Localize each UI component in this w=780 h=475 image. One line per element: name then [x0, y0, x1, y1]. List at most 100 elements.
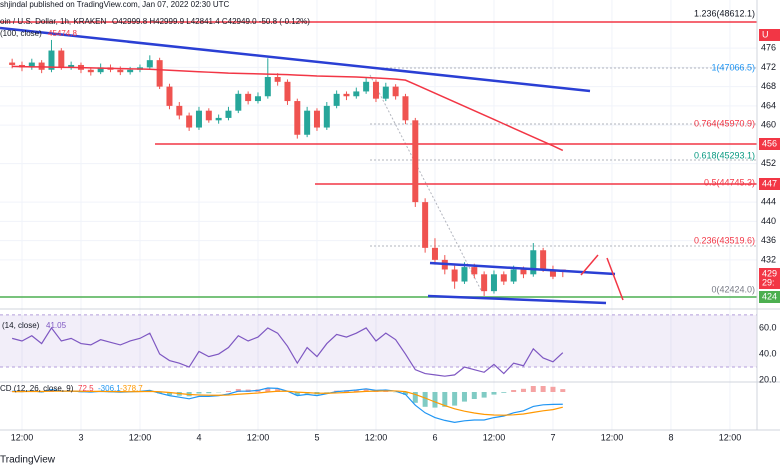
ma-value: 45474.8 — [48, 29, 77, 38]
fib-label: 0.5(44745.3) — [704, 177, 755, 187]
candle-body — [304, 111, 310, 135]
macd-histogram-bar — [482, 392, 487, 398]
x-tick-label: 6 — [432, 432, 437, 442]
x-tick-label: 12:00 — [129, 432, 152, 442]
macd-histogram-bar — [462, 392, 467, 402]
fib-label: 0.236(43519.6) — [694, 235, 755, 245]
macd-hist-value: 72.5 — [78, 384, 94, 393]
candle-body — [373, 82, 379, 99]
candle-body — [432, 248, 438, 260]
y-tick-label: 460 — [761, 120, 776, 130]
candle-body — [501, 274, 507, 281]
rsi-tick-label: 40.0 — [759, 348, 777, 358]
rsi-tick-label: 20.0 — [759, 374, 777, 384]
candle-body — [275, 77, 281, 82]
macd-histogram-bar — [432, 392, 437, 408]
candle-body — [196, 111, 202, 128]
rsi-value: 41.05 — [46, 321, 67, 330]
y-tick-label: 452 — [761, 158, 776, 168]
macd-value: -306.1 — [98, 384, 121, 393]
macd-histogram-bar — [560, 389, 565, 392]
candle-body — [9, 63, 15, 65]
candle-body — [314, 111, 320, 128]
candle-body — [235, 94, 241, 111]
y-tick-label: 472 — [761, 62, 776, 72]
x-tick-label: 8 — [668, 432, 673, 442]
signal-value: -378.7 — [120, 384, 143, 393]
macd-histogram-bar — [501, 392, 506, 393]
candle-body — [363, 82, 369, 92]
price-box-label: 447 — [762, 178, 777, 188]
candle-body — [452, 270, 458, 282]
candle-body — [147, 60, 153, 67]
fib-label: 0.764(45970.9) — [694, 118, 755, 128]
candle-body — [127, 70, 133, 72]
candle-body — [422, 202, 428, 248]
x-tick-label: 12:00 — [601, 432, 624, 442]
fib-label: 1.236(48612.1) — [694, 8, 755, 18]
candle-body — [353, 91, 359, 96]
candle-body — [491, 274, 497, 291]
y-tick-label: 468 — [761, 81, 776, 91]
macd-histogram-bar — [452, 392, 457, 406]
ma-label: (100, close) — [0, 29, 42, 38]
candle-body — [412, 120, 418, 202]
candle-body — [324, 106, 330, 128]
y-tick-label: 436 — [761, 235, 776, 245]
x-tick-label: 3 — [78, 432, 83, 442]
candle-body — [265, 77, 271, 96]
candle-body — [176, 106, 182, 116]
candle-body — [334, 94, 340, 106]
macd-histogram-bar — [491, 392, 496, 395]
candle-body — [157, 60, 163, 86]
x-tick-label: 12:00 — [365, 432, 388, 442]
candle-body — [520, 270, 526, 275]
symbol: oin / U.S. Dollar, 1h, KRAKEN — [0, 17, 106, 26]
candle-body — [294, 101, 300, 135]
y-tick-label: 444 — [761, 197, 776, 207]
candle-body — [58, 51, 64, 68]
macd-label: CD (12, 26, close, 9) — [0, 384, 74, 393]
x-tick-label: 12:00 — [247, 432, 270, 442]
price-box-label: 424 — [762, 291, 777, 301]
fib-label: 1(47066.5) — [711, 62, 755, 72]
rsi-band — [0, 315, 757, 367]
candle-body — [88, 70, 94, 72]
rsi-label: (14, close) — [2, 321, 40, 330]
x-tick-label: 5 — [314, 432, 319, 442]
logo: TradingView — [0, 455, 56, 466]
macd-histogram-bar — [521, 389, 526, 392]
y-tick-label: 464 — [761, 100, 776, 110]
candle-body — [166, 87, 172, 106]
candle-body — [511, 270, 517, 282]
price-box-label: 456 — [762, 138, 777, 148]
candle-body — [117, 70, 123, 72]
fib-label: 0(42424.0) — [711, 284, 755, 294]
candle-body — [481, 274, 487, 291]
macd-histogram-bar — [206, 392, 211, 393]
candle-body — [255, 96, 261, 101]
macd-histogram-bar — [531, 386, 536, 392]
candle-body — [402, 96, 408, 120]
price-box-label: 29: — [762, 277, 775, 287]
x-tick-label: 4 — [196, 432, 201, 442]
candle-body — [216, 118, 222, 120]
x-tick-label: 7 — [550, 432, 555, 442]
macd-histogram-bar — [196, 392, 201, 393]
price-box-label: U — [762, 29, 769, 39]
candle-body — [225, 111, 231, 118]
candle-body — [540, 250, 546, 269]
y-tick-label: 476 — [761, 43, 776, 53]
y-tick-label: 432 — [761, 254, 776, 264]
macd-histogram-bar — [550, 387, 555, 392]
fib-label: 0.618(45293.1) — [694, 150, 755, 160]
x-tick-label: 12:00 — [483, 432, 506, 442]
candle-body — [206, 111, 212, 121]
candle-body — [461, 267, 467, 281]
macd-histogram-bar — [423, 392, 428, 407]
macd-histogram-bar — [472, 392, 477, 399]
candle-body — [284, 82, 290, 101]
candle-body — [471, 267, 477, 274]
